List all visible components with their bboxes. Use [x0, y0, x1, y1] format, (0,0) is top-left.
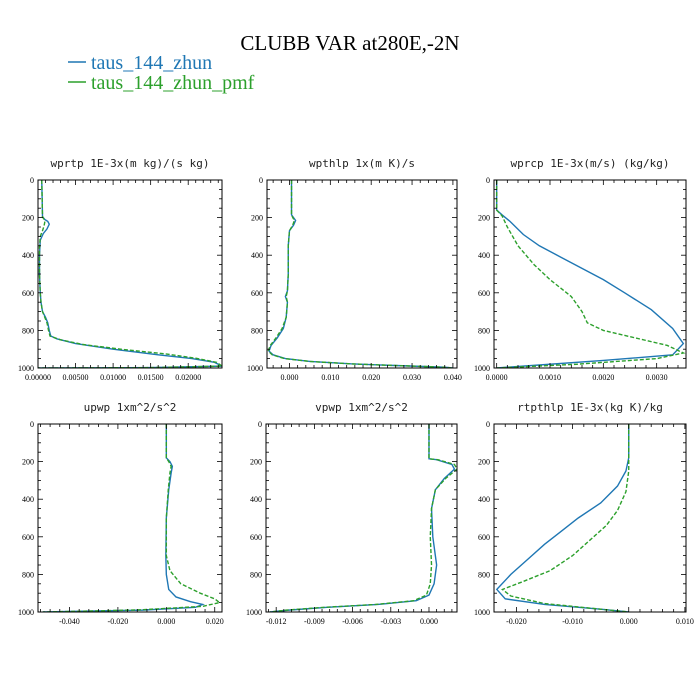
y-tick-label: 800: [478, 326, 490, 335]
panel-upwp: upwp 1xm^2/s^2 0 200 400 600 800 1000 -0.040 -0.…: [18, 401, 224, 626]
x-tick-label: 0.0010: [539, 373, 561, 382]
y-tick-label: 0: [30, 176, 34, 185]
y-tick-label: 1000: [246, 608, 262, 617]
y-tick-label: 600: [22, 289, 34, 298]
x-tick-label: -0.040: [59, 617, 80, 626]
series-line-zhun: [38, 180, 222, 368]
y-tick-label: 800: [22, 570, 34, 579]
y-tick-label: 200: [22, 458, 34, 467]
y-tick-label: 200: [250, 458, 262, 467]
series-line-zhun-pmf: [269, 424, 457, 612]
series-line-zhun: [495, 424, 630, 612]
panel-rtpthlp: rtpthlp 1E-3x(kg K)/kg 0 200 400 600 800 1000 -…: [474, 401, 694, 626]
plot-frame-wprcp: [493, 179, 687, 369]
x-tick-label: 0.01000: [100, 373, 126, 382]
y-tick-label: 200: [478, 458, 490, 467]
series-line-zhun: [495, 180, 685, 368]
series-line-zhun: [268, 180, 453, 368]
plot-frame-wpthlp: [266, 179, 458, 369]
y-tick-label: 400: [22, 495, 34, 504]
series-line-zhun-pmf: [501, 424, 630, 612]
panel-wprcp: wprcp 1E-3x(m/s) (kg/kg) 0 200 400 600 800 100…: [474, 157, 687, 382]
y-tick-label: 1000: [474, 364, 490, 373]
panels: wprtp 1E-3x(m kg)/(s kg) 0 200 400 600 800 100…: [18, 157, 694, 626]
series-line-zhun-pmf: [495, 180, 686, 368]
plot-frame-upwp: [37, 423, 223, 613]
series-line-zhun-pmf: [38, 180, 222, 368]
y-tick-label: 200: [251, 214, 263, 223]
x-tick-label: -0.020: [108, 617, 129, 626]
x-tick-label: 0.0000: [486, 373, 508, 382]
plot-frame-rtpthlp: [493, 423, 687, 613]
plot-frame-wprtp: [37, 179, 223, 369]
y-tick-label: 400: [22, 251, 34, 260]
y-tick-label: 400: [251, 251, 263, 260]
x-tick-label: 0.00000: [25, 373, 51, 382]
x-tick-label: 0.0030: [646, 373, 668, 382]
y-tick-label: 800: [251, 326, 263, 335]
panel-title-wprcp: wprcp 1E-3x(m/s) (kg/kg): [511, 157, 670, 170]
x-tick-label: 0.000: [157, 617, 175, 626]
y-tick-label: 800: [22, 326, 34, 335]
y-tick-label: 200: [22, 214, 34, 223]
x-tick-label: -0.020: [506, 617, 527, 626]
y-tick-label: 600: [478, 533, 490, 542]
y-tick-label: 0: [486, 420, 490, 429]
x-tick-label: 0.00500: [63, 373, 89, 382]
panel-title-wpthlp: wpthlp 1x(m K)/s: [309, 157, 415, 170]
y-tick-label: 400: [478, 495, 490, 504]
y-tick-label: 600: [251, 289, 263, 298]
legend-label-zhun: taus_144_zhun: [91, 52, 212, 74]
y-tick-label: 1000: [18, 608, 34, 617]
y-tick-label: 400: [478, 251, 490, 260]
x-tick-label: 0.010: [676, 617, 694, 626]
series-line-zhun-pmf: [267, 180, 453, 368]
x-tick-label: -0.012: [266, 617, 287, 626]
y-tick-label: 600: [478, 289, 490, 298]
y-tick-label: 0: [486, 176, 490, 185]
series-line-zhun: [42, 424, 205, 612]
legend-label-zhun-pmf: taus_144_zhun_pmf: [91, 72, 255, 94]
series-line-zhun: [269, 424, 456, 612]
x-tick-label: 0.020: [362, 373, 380, 382]
x-tick-label: 0.010: [321, 373, 339, 382]
x-tick-label: 0.000: [620, 617, 638, 626]
figure-title: CLUBB VAR at280E,-2N: [240, 31, 459, 55]
y-tick-label: 600: [250, 533, 262, 542]
y-tick-label: 400: [250, 495, 262, 504]
y-tick-label: 0: [30, 420, 34, 429]
x-tick-label: 0.01500: [138, 373, 164, 382]
y-tick-label: 600: [22, 533, 34, 542]
x-tick-label: 0.020: [206, 617, 224, 626]
y-tick-label: 800: [478, 570, 490, 579]
y-tick-label: 0: [259, 176, 263, 185]
x-tick-label: -0.006: [342, 617, 363, 626]
y-tick-label: 1000: [247, 364, 263, 373]
series-line-zhun-pmf: [42, 424, 222, 612]
panel-title-rtpthlp: rtpthlp 1E-3x(kg K)/kg: [517, 401, 663, 414]
x-tick-label: 0.0020: [592, 373, 614, 382]
x-tick-label: 0.030: [403, 373, 421, 382]
panel-title-upwp: upwp 1xm^2/s^2: [84, 401, 177, 414]
x-tick-label: 0.000: [420, 617, 438, 626]
x-tick-label: -0.003: [380, 617, 401, 626]
x-tick-label: 0.000: [280, 373, 298, 382]
x-tick-label: -0.009: [304, 617, 325, 626]
x-tick-label: 0.02000: [175, 373, 201, 382]
panel-title-wprtp: wprtp 1E-3x(m kg)/(s kg): [51, 157, 210, 170]
legend: taus_144_zhun taus_144_zhun_pmf: [68, 52, 255, 94]
x-tick-label: -0.010: [562, 617, 583, 626]
panel-wpthlp: wpthlp 1x(m K)/s 0 200 400 600 800 1000 0.000 0.…: [247, 157, 462, 382]
y-tick-label: 1000: [474, 608, 490, 617]
y-tick-label: 200: [478, 214, 490, 223]
panel-title-vpwp: vpwp 1xm^2/s^2: [315, 401, 408, 414]
x-tick-label: 0.040: [444, 373, 462, 382]
panel-wprtp: wprtp 1E-3x(m kg)/(s kg) 0 200 400 600 800 100…: [18, 157, 223, 382]
panel-vpwp: vpwp 1xm^2/s^2 0 200 400 600 800 1000 -0.012 -0.…: [246, 401, 458, 626]
y-tick-label: 1000: [18, 364, 34, 373]
y-tick-label: 0: [258, 420, 262, 429]
y-tick-label: 800: [250, 570, 262, 579]
